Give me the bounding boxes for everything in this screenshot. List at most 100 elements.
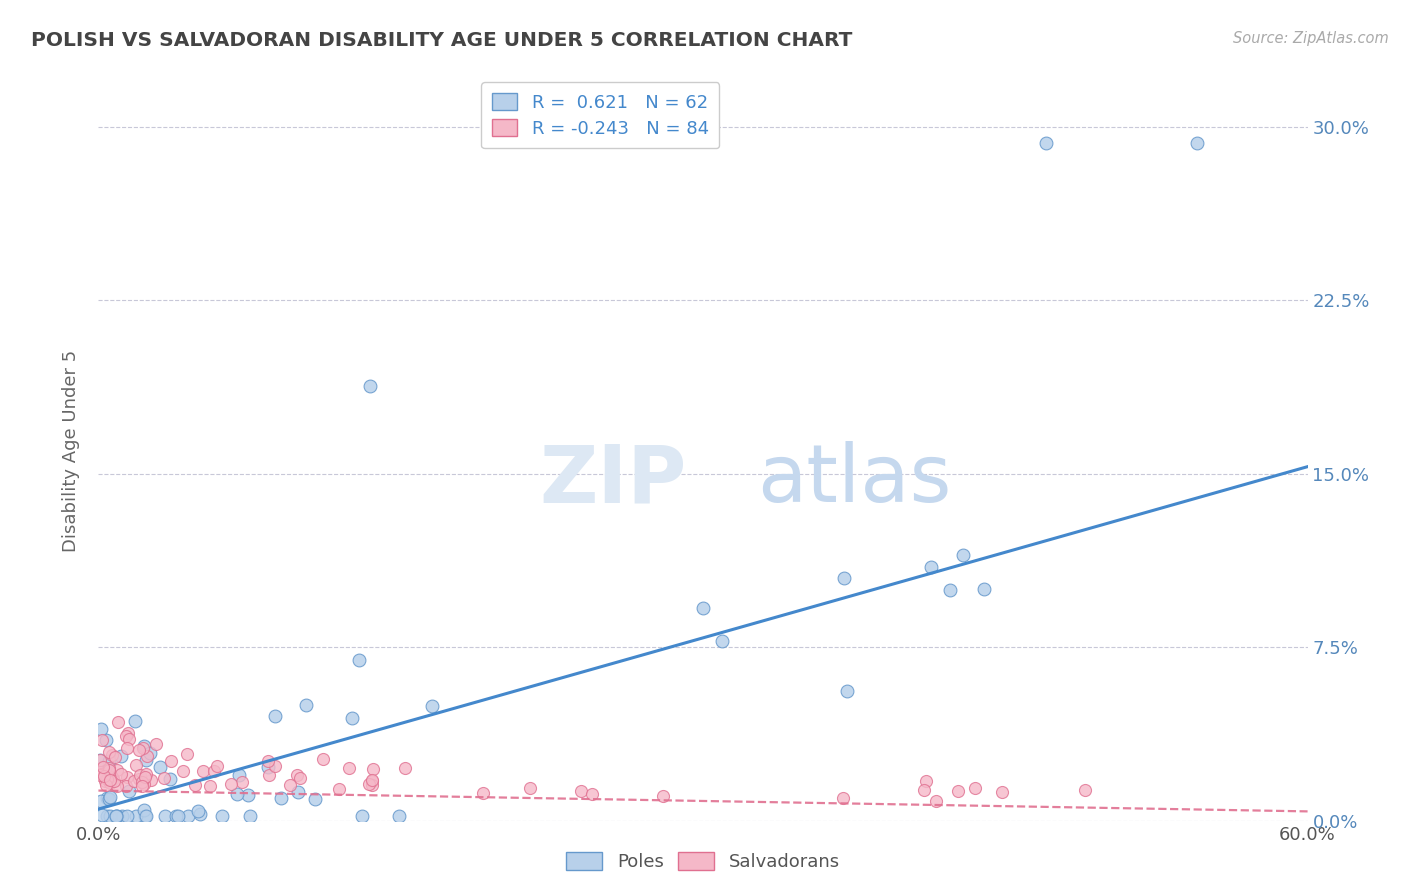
Point	[952, 549, 974, 563]
Point	[93, 769, 115, 783]
Point	[90, 767, 112, 781]
Text: atlas: atlas	[758, 441, 952, 519]
Point	[91, 733, 114, 747]
Point	[420, 698, 443, 713]
Point	[312, 752, 335, 766]
Point	[97, 791, 120, 805]
Point	[264, 759, 287, 773]
Point	[89, 753, 111, 767]
Point	[134, 739, 156, 754]
Point	[259, 767, 281, 781]
Point	[1074, 783, 1097, 797]
Point	[129, 768, 152, 782]
Point	[153, 772, 176, 786]
Point	[394, 760, 416, 774]
Point	[226, 787, 249, 801]
Point	[100, 809, 122, 823]
Point	[991, 785, 1014, 799]
Point	[198, 779, 221, 793]
Point	[295, 698, 318, 712]
Point	[1035, 136, 1057, 150]
Point	[89, 765, 111, 780]
Text: ZIP: ZIP	[540, 441, 688, 519]
Point	[100, 770, 122, 784]
Point	[124, 714, 146, 729]
Point	[270, 791, 292, 805]
Point	[132, 803, 155, 817]
Point	[117, 741, 139, 756]
Point	[128, 743, 150, 757]
Point	[90, 723, 112, 737]
Point	[167, 809, 190, 823]
Point	[110, 767, 132, 781]
Point	[111, 809, 134, 823]
Point	[139, 773, 162, 788]
Legend: Poles, Salvadorans: Poles, Salvadorans	[560, 846, 846, 879]
Point	[131, 779, 153, 793]
Point	[352, 809, 374, 823]
Point	[188, 806, 211, 821]
Point	[360, 378, 382, 392]
Point	[183, 778, 205, 792]
Point	[912, 783, 935, 797]
Point	[349, 653, 371, 667]
Point	[115, 770, 138, 784]
Point	[105, 809, 128, 823]
Point	[103, 774, 125, 789]
Point	[652, 789, 675, 803]
Point	[176, 747, 198, 761]
Point	[228, 767, 250, 781]
Point	[948, 784, 970, 798]
Point	[90, 794, 112, 808]
Point	[160, 754, 183, 768]
Point	[97, 764, 120, 778]
Point	[145, 737, 167, 751]
Point	[264, 709, 287, 723]
Point	[239, 809, 262, 823]
Point	[89, 752, 111, 766]
Point	[124, 774, 146, 789]
Point	[98, 789, 121, 804]
Point	[94, 733, 117, 747]
Point	[471, 786, 494, 800]
Point	[692, 600, 714, 615]
Point	[165, 809, 187, 823]
Point	[98, 745, 121, 759]
Point	[107, 715, 129, 730]
Point	[963, 781, 986, 796]
Point	[98, 775, 121, 789]
Point	[98, 761, 121, 775]
Point	[360, 778, 382, 792]
Point	[100, 772, 122, 787]
Point	[219, 777, 242, 791]
Point	[90, 807, 112, 822]
Point	[172, 764, 194, 778]
Point	[571, 784, 593, 798]
Point	[361, 762, 384, 776]
Point	[924, 794, 946, 808]
Point	[128, 772, 150, 786]
Point	[304, 792, 326, 806]
Point	[132, 777, 155, 791]
Text: Source: ZipAtlas.com: Source: ZipAtlas.com	[1233, 31, 1389, 46]
Point	[191, 764, 214, 779]
Point	[101, 748, 124, 763]
Point	[973, 582, 995, 597]
Point	[920, 559, 942, 574]
Point	[134, 809, 156, 823]
Point	[91, 760, 114, 774]
Point	[835, 683, 858, 698]
Point	[110, 749, 132, 764]
Point	[132, 740, 155, 755]
Point	[94, 778, 117, 792]
Point	[118, 784, 141, 798]
Point	[105, 779, 128, 793]
Point	[101, 772, 124, 787]
Point	[285, 768, 308, 782]
Point	[238, 788, 260, 802]
Point	[287, 785, 309, 799]
Point	[205, 759, 228, 773]
Point	[89, 767, 111, 781]
Point	[104, 809, 127, 823]
Point	[278, 778, 301, 792]
